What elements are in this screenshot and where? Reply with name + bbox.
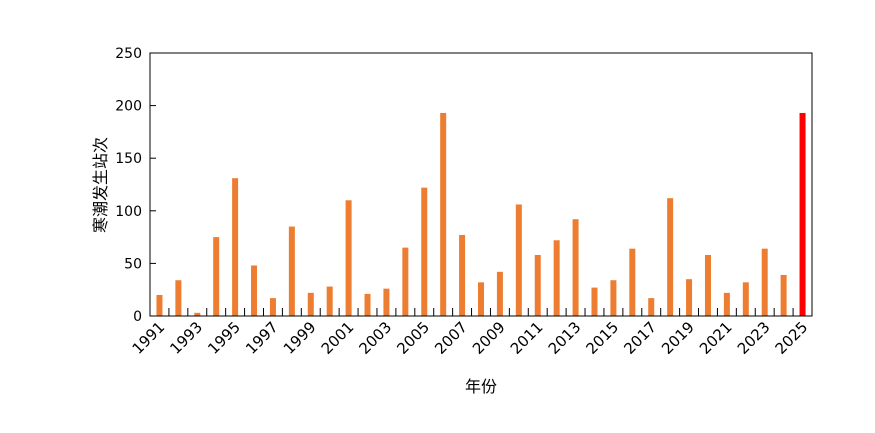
bar-2025 [799, 112, 806, 317]
bar-2002 [364, 293, 371, 316]
bar-1996 [251, 265, 258, 316]
x-tick-label: 1993 [166, 318, 206, 358]
bar-2011 [534, 254, 541, 316]
bar-1995 [232, 178, 239, 316]
x-tick-label: 1999 [280, 318, 320, 358]
bar-2022 [742, 282, 749, 316]
x-tick-label: 2003 [356, 318, 396, 358]
bar-2012 [553, 240, 560, 316]
x-tick-label: 1997 [242, 318, 282, 358]
x-tick-label: 1995 [204, 318, 244, 358]
y-tick-label: 250 [115, 46, 142, 62]
bar-1997 [269, 298, 276, 316]
bars-group [156, 112, 806, 317]
x-tick-label: 2023 [734, 318, 774, 358]
y-tick-label: 150 [115, 151, 142, 167]
x-tick-label: 2017 [620, 318, 660, 358]
y-tick-label: 100 [115, 204, 142, 220]
bar-2018 [667, 198, 674, 316]
bar-2005 [421, 187, 428, 316]
x-axis-label: 年份 [465, 377, 497, 396]
bar-1992 [175, 280, 182, 316]
x-tick-label: 2021 [696, 318, 736, 358]
bar-2003 [383, 288, 390, 316]
bar-2008 [478, 282, 484, 316]
bar-1994 [213, 237, 220, 316]
bar-1999 [307, 292, 314, 316]
bar-1993 [194, 312, 201, 316]
x-tick-label: 2011 [507, 318, 547, 358]
y-axis-label: 寒潮发生站次 [91, 137, 110, 233]
y-tick-label: 200 [115, 99, 142, 115]
x-tick-label: 2025 [772, 318, 812, 358]
bar-2017 [648, 298, 655, 316]
bar-2019 [686, 279, 693, 316]
bar-2009 [496, 271, 503, 316]
bar-2006 [440, 112, 447, 317]
bar-2013 [572, 219, 579, 316]
x-tick-label: 2013 [545, 318, 585, 358]
bar-2007 [459, 234, 466, 316]
x-tick-label: 2001 [318, 318, 358, 358]
y-tick-label: 50 [124, 256, 142, 272]
y-tick-label: 0 [133, 309, 142, 325]
bar-2023 [761, 248, 768, 316]
x-tick-label: 2019 [658, 318, 698, 358]
bar-2000 [326, 286, 333, 316]
x-tick-label: 2015 [582, 318, 622, 358]
x-tick-label: 2007 [431, 318, 471, 358]
bar-2024 [780, 274, 787, 316]
x-tick-label: 2009 [469, 318, 509, 358]
bar-2021 [723, 292, 730, 316]
plot-frame [149, 52, 813, 317]
x-tick-label: 2005 [393, 318, 433, 358]
bar-1991 [156, 294, 163, 316]
bar-2010 [515, 204, 522, 316]
bar-2001 [345, 200, 352, 316]
bar-2014 [591, 287, 598, 316]
bar-2020 [704, 254, 711, 316]
bar-1998 [288, 226, 295, 316]
bar-2015 [610, 280, 617, 316]
bar-2016 [629, 248, 636, 316]
bar-2004 [402, 247, 409, 316]
